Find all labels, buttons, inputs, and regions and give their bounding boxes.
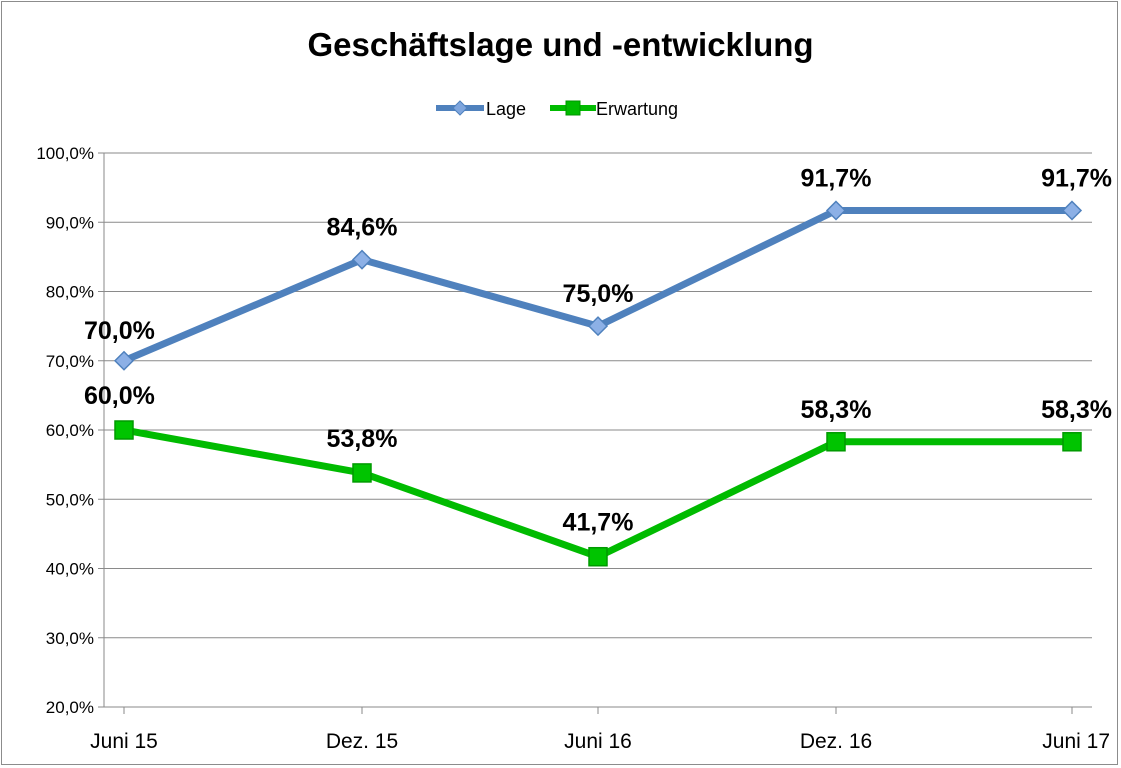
x-tick-label: Juni 15	[90, 730, 158, 753]
x-tick-label: Juni 17	[1042, 730, 1110, 753]
data-point-erwartung	[352, 463, 372, 483]
legend-label-lage: Lage	[486, 99, 526, 119]
y-tick-label: 70,0%	[46, 352, 94, 371]
data-point-erwartung	[1062, 432, 1082, 452]
data-point-lage	[113, 350, 135, 371]
data-label-erwartung: 41,7%	[563, 509, 634, 537]
data-label-erwartung: 60,0%	[84, 382, 155, 410]
data-label-erwartung: 58,3%	[801, 396, 872, 424]
data-point-lage	[587, 316, 609, 337]
data-point-lage	[1061, 200, 1083, 221]
data-point-erwartung	[826, 432, 846, 452]
x-tick-label: Juni 16	[564, 730, 632, 753]
x-tick-label: Dez. 15	[326, 730, 398, 753]
legend-marker-lage	[452, 100, 468, 116]
data-point-lage	[351, 249, 373, 270]
y-tick-label: 40,0%	[46, 560, 94, 579]
data-label-erwartung: 58,3%	[1041, 396, 1112, 424]
series-line-erwartung	[123, 426, 1072, 561]
data-point-erwartung	[114, 420, 134, 440]
data-point-erwartung	[588, 546, 608, 567]
legend-label-erwartung: Erwartung	[596, 99, 678, 119]
data-label-lage: 75,0%	[563, 280, 634, 308]
y-tick-label: 20,0%	[46, 698, 94, 717]
y-tick-label: 30,0%	[46, 629, 94, 648]
data-label-lage: 84,6%	[327, 214, 398, 242]
y-tick-label: 90,0%	[46, 213, 94, 232]
y-tick-label: 60,0%	[46, 421, 94, 440]
chart-title: Geschäftslage und -entwicklung	[307, 26, 814, 63]
data-point-lage	[825, 200, 847, 221]
data-label-erwartung: 53,8%	[327, 425, 398, 453]
legend-marker-erwartung	[565, 100, 581, 116]
y-tick-label: 50,0%	[46, 490, 94, 509]
data-label-lage: 70,0%	[84, 317, 155, 345]
data-label-lage: 91,7%	[801, 164, 872, 192]
x-tick-label: Dez. 16	[800, 730, 872, 753]
y-tick-label: 100,0%	[36, 144, 94, 163]
y-tick-label: 80,0%	[46, 283, 94, 302]
data-label-lage: 91,7%	[1041, 164, 1112, 192]
